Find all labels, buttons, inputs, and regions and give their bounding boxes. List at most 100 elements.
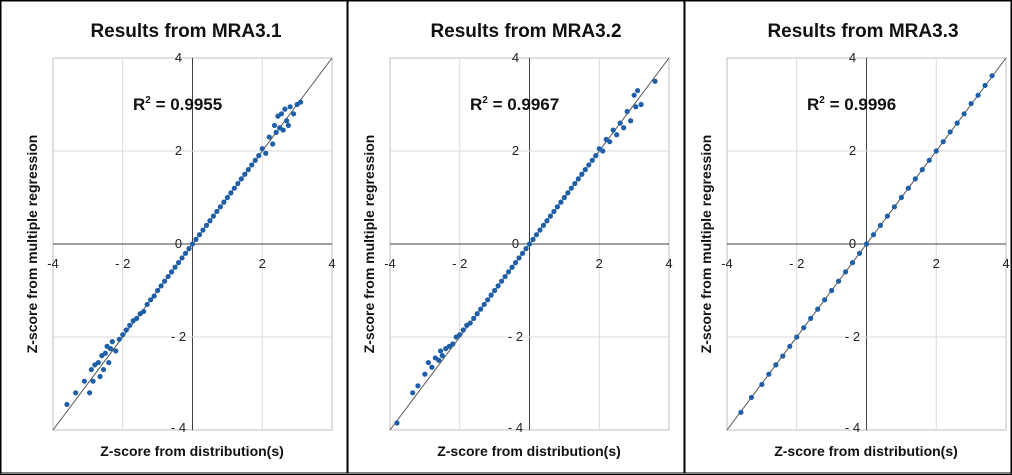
y-tick-label: - 4 xyxy=(171,420,186,435)
data-point xyxy=(242,171,248,177)
data-point xyxy=(842,269,849,275)
y-tick-label: 4 xyxy=(175,50,182,65)
y-tick-label: - 2 xyxy=(508,329,523,344)
data-point xyxy=(572,180,578,187)
data-point xyxy=(748,394,755,401)
data-point xyxy=(450,341,456,347)
data-point xyxy=(533,232,540,238)
data-point xyxy=(214,208,220,215)
data-point xyxy=(547,213,554,219)
data-point xyxy=(568,185,574,191)
data-point xyxy=(488,292,494,298)
y-tick-label: 0 xyxy=(512,236,519,251)
data-point xyxy=(565,190,571,196)
r-squared-label: R2 = 0.9967 xyxy=(470,95,559,114)
data-point xyxy=(87,390,93,396)
data-point xyxy=(200,227,206,233)
data-point xyxy=(273,129,279,135)
y-tick-label: 2 xyxy=(849,143,856,158)
data-point xyxy=(544,218,550,224)
data-point xyxy=(787,343,793,349)
data-point xyxy=(207,218,213,224)
data-point xyxy=(519,250,526,256)
data-point xyxy=(631,92,637,98)
data-point xyxy=(505,269,512,275)
x-tick-label: 4 xyxy=(1002,256,1009,271)
data-point xyxy=(933,148,939,154)
data-point xyxy=(766,371,772,377)
data-point xyxy=(607,139,613,145)
data-point xyxy=(270,141,276,147)
data-point xyxy=(621,125,627,131)
data-point xyxy=(196,232,203,238)
data-point xyxy=(652,78,658,84)
data-point xyxy=(100,366,107,373)
x-axis-label: Z-score from distribution(s) xyxy=(437,443,621,459)
data-point xyxy=(280,127,286,133)
data-point xyxy=(579,171,585,177)
data-point xyxy=(457,332,463,338)
data-point xyxy=(263,150,269,156)
r-squared-label: R2 = 0.9955 xyxy=(133,95,222,114)
x-tick-label: -4 xyxy=(721,256,733,271)
data-point xyxy=(123,327,129,333)
data-point xyxy=(961,111,967,117)
data-point xyxy=(81,378,87,384)
data-point xyxy=(252,157,258,163)
data-point xyxy=(628,118,634,124)
data-point xyxy=(256,153,262,159)
data-point xyxy=(228,190,234,196)
data-point xyxy=(88,366,94,373)
y-tick-label: 2 xyxy=(175,143,182,158)
x-tick-label: - 2 xyxy=(789,256,804,271)
x-tick-label: 2 xyxy=(933,256,940,271)
data-point xyxy=(558,199,564,205)
chart-panel-3: Results from MRA3.3 -4 - 2 2 4 - 4 - 2 0 2 4 R2 … xyxy=(684,0,1012,474)
data-point xyxy=(291,111,297,117)
tick-labels: -4 - 2 2 4 - 4 - 2 0 2 4 xyxy=(47,50,335,435)
data-point xyxy=(801,325,807,331)
data-point xyxy=(481,301,487,308)
data-point xyxy=(822,297,828,303)
data-point xyxy=(141,308,147,315)
data-point xyxy=(90,378,96,384)
data-point xyxy=(478,306,484,312)
y-tick-label: 0 xyxy=(849,236,856,251)
y-axis-label: Z-score from multiple regression xyxy=(24,135,40,354)
data-point xyxy=(589,157,595,163)
y-tick-label: 0 xyxy=(175,236,182,251)
data-point xyxy=(113,348,119,354)
data-point xyxy=(561,194,567,201)
data-point xyxy=(259,146,265,152)
data-point xyxy=(410,390,416,396)
y-tick-label: - 2 xyxy=(845,329,860,344)
data-point xyxy=(635,87,641,94)
data-point xyxy=(808,315,814,321)
data-point xyxy=(537,227,543,233)
data-point xyxy=(926,157,932,163)
data-point xyxy=(575,176,581,182)
data-point xyxy=(285,122,292,129)
data-point xyxy=(235,180,241,187)
data-point xyxy=(884,213,891,219)
data-point xyxy=(175,260,182,266)
data-point xyxy=(437,348,444,354)
data-point xyxy=(249,162,255,168)
data-point xyxy=(162,278,168,284)
data-point xyxy=(95,359,101,366)
data-point xyxy=(551,208,557,215)
y-tick-label: 4 xyxy=(849,50,856,65)
data-point xyxy=(638,101,644,108)
scatter-points xyxy=(64,99,304,408)
data-point xyxy=(158,283,164,289)
data-point xyxy=(624,108,630,115)
data-point xyxy=(633,104,639,110)
data-point xyxy=(982,82,988,89)
data-point xyxy=(189,241,196,247)
data-point xyxy=(815,306,821,312)
y-tick-label: - 2 xyxy=(171,329,186,344)
data-point xyxy=(165,273,171,280)
data-point xyxy=(64,401,70,408)
data-point xyxy=(495,283,501,289)
x-axis-label: Z-score from distribution(s) xyxy=(774,443,958,459)
